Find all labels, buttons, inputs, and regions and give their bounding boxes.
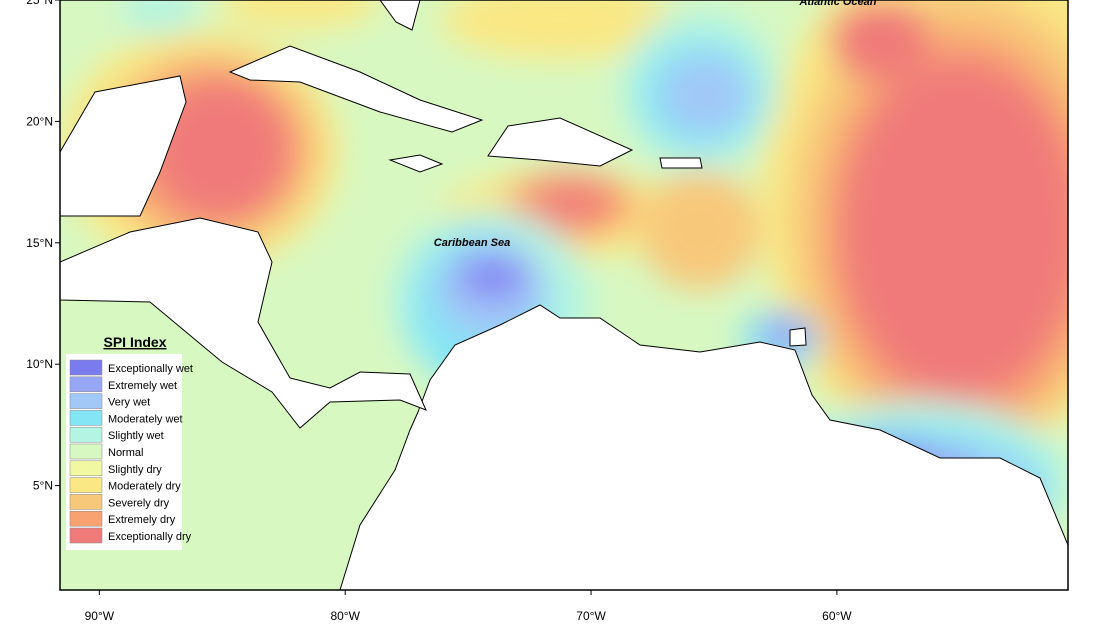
- legend-swatch: [69, 527, 103, 544]
- y-tick-label: 25°N: [26, 0, 53, 7]
- trinidad: [789, 327, 807, 347]
- legend-swatch: [69, 477, 103, 493]
- legend-swatch: [69, 359, 103, 376]
- spi-area: [220, 0, 380, 30]
- y-tick-label: 10°N: [26, 357, 53, 371]
- legend-label: Extremely dry: [108, 514, 176, 526]
- spi-area: [462, 261, 518, 289]
- legend-label: Slightly dry: [108, 464, 162, 476]
- hispaniola: [487, 117, 634, 167]
- jamaica: [388, 154, 444, 173]
- y-tick-label: 5°N: [33, 479, 53, 493]
- legend-label: Extremely wet: [108, 380, 177, 392]
- y-tick-label: 20°N: [26, 114, 53, 128]
- legend-swatch: [69, 426, 103, 443]
- legend-swatch: [69, 376, 103, 393]
- puerto-rico: [659, 157, 703, 169]
- legend-label: Moderately wet: [108, 413, 183, 425]
- legend-label: Severely dry: [108, 497, 170, 509]
- sea-label: Caribbean Sea: [434, 237, 510, 249]
- spi-area: [830, 0, 930, 80]
- y-tick-label: 15°N: [26, 236, 53, 250]
- x-tick-label: 70°W: [576, 609, 606, 623]
- legend-swatch: [69, 510, 103, 527]
- legend-label: Exceptionally wet: [108, 363, 193, 375]
- legend-swatch: [69, 410, 103, 426]
- map-frame: [59, 0, 1069, 591]
- spi-area: [640, 170, 760, 290]
- legend-label: Normal: [108, 447, 143, 459]
- x-tick-label: 80°W: [330, 609, 360, 623]
- legend: SPI Index Exceptionally wet Extremely wet…: [66, 334, 193, 550]
- spi-area: [660, 55, 750, 135]
- legend-swatch: [69, 443, 103, 460]
- spi-area: [840, 60, 1068, 400]
- x-tick-label: 60°W: [822, 609, 852, 623]
- spi-area: [440, 0, 680, 60]
- central-america: [60, 217, 427, 429]
- legend-label: Exceptionally dry: [108, 531, 192, 543]
- legend-swatch: [69, 460, 103, 477]
- legend-swatch: [69, 393, 103, 409]
- legend-title: SPI Index: [103, 334, 166, 350]
- land: [60, 0, 1068, 590]
- ocean-label: Atlantic Ocean: [798, 0, 876, 8]
- yucatan: [60, 75, 187, 217]
- legend-label: Moderately dry: [108, 481, 181, 493]
- florida: [379, 0, 421, 31]
- legend-label: Very wet: [108, 397, 150, 409]
- legend-swatch: [69, 494, 103, 510]
- spi-area: [150, 80, 290, 220]
- spi-area: [532, 187, 612, 223]
- spi-area: [120, 0, 200, 35]
- south-america: [339, 304, 1068, 590]
- cuba: [228, 45, 484, 133]
- x-tick-label: 90°W: [85, 609, 115, 623]
- legend-label: Slightly wet: [108, 430, 164, 442]
